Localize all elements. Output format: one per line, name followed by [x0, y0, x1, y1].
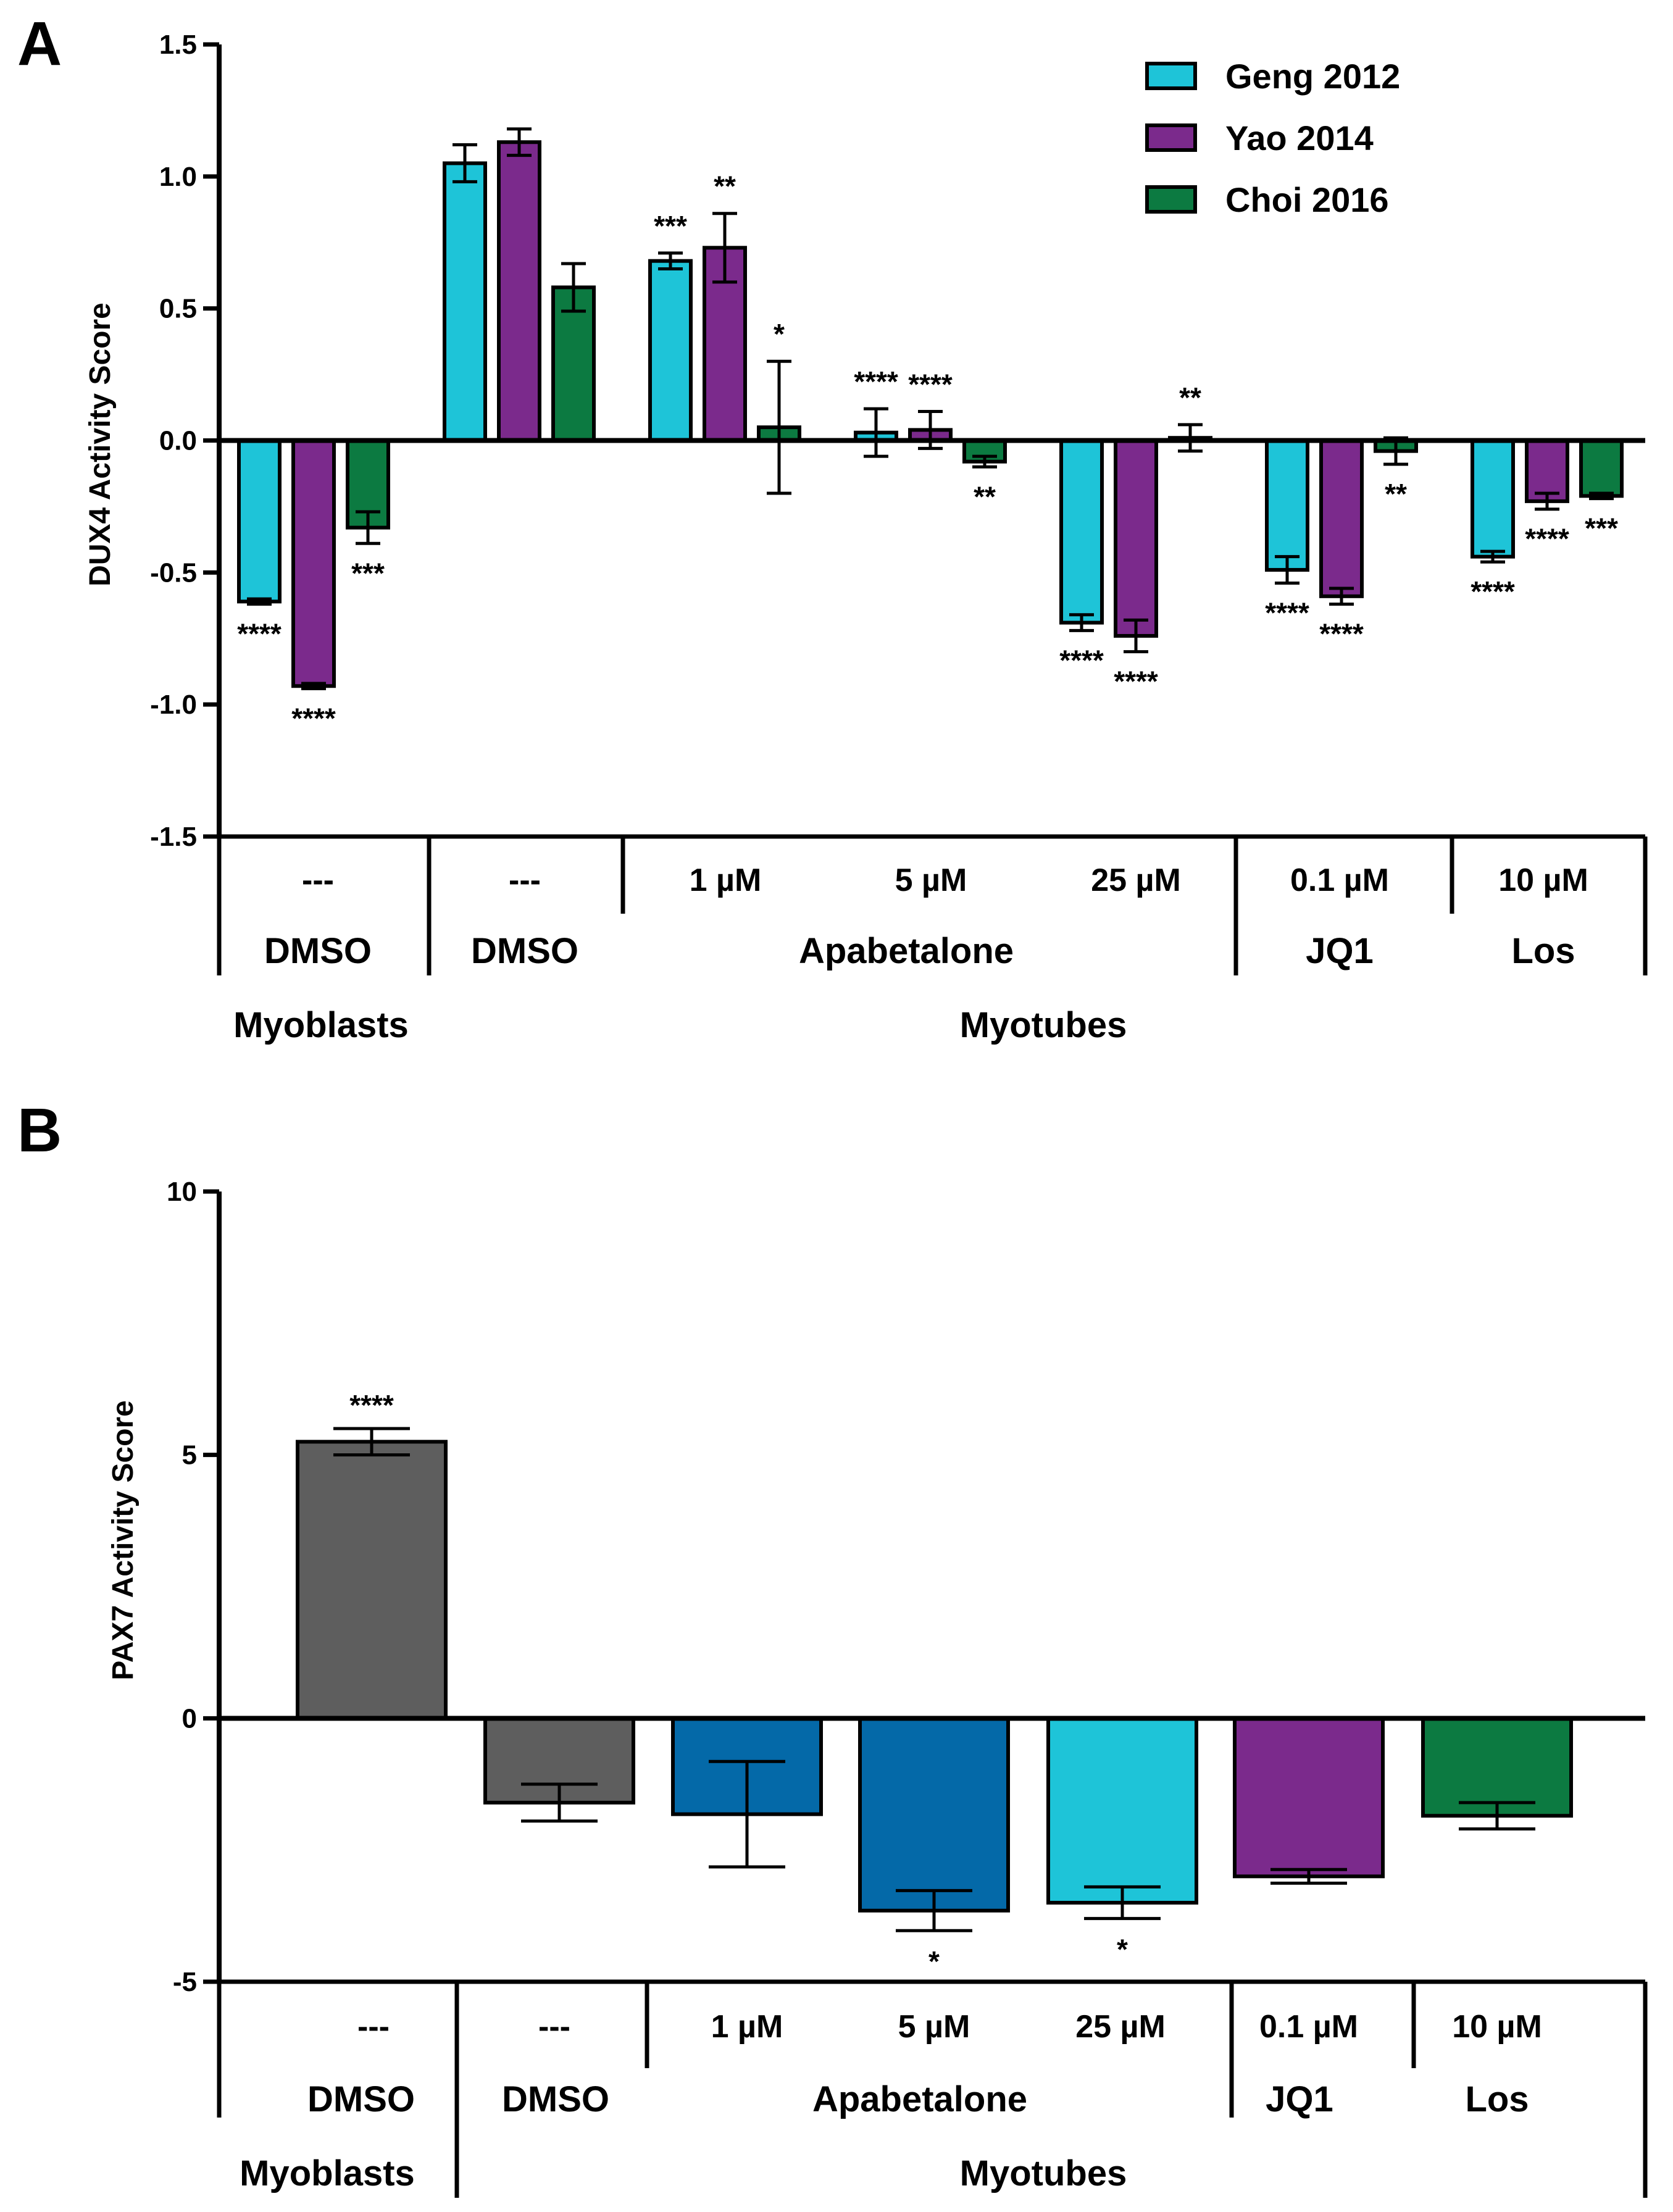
panel-a-legend: Geng 2012 Yao 2014 Choi 2016: [1145, 57, 1400, 219]
panel-a-significance-label: ***: [654, 210, 687, 242]
panel-a-y-tick-label: 0.0: [159, 426, 197, 456]
panel-a-bar: [1579, 438, 1624, 498]
panel-b-compound-label: DMSO: [502, 2079, 609, 2119]
panel-a-concentration-label: 10 µM: [1498, 862, 1588, 898]
panel-b-bar: [1046, 1716, 1198, 1905]
panel-b-bar: [296, 1440, 448, 1721]
panel-a-bar: [1059, 438, 1104, 625]
panel-b-significance-label: *: [1117, 1934, 1128, 1966]
panel-a-concentration-label: ---: [509, 862, 541, 898]
panel-b-concentration-label: ---: [538, 2009, 570, 2045]
panel-a-significance-label: ***: [1585, 512, 1618, 545]
panel-a-bar: [551, 285, 596, 443]
panel-a-y-tick-label: 1.5: [159, 30, 197, 60]
panel-a-concentration-label: 25 µM: [1091, 862, 1181, 898]
panel-b-y-tick-label: 0: [182, 1703, 197, 1734]
panel-a-significance-label: ****: [1525, 523, 1569, 555]
panel-b-cell-type-label: Myotubes: [960, 2153, 1127, 2193]
panel-b-category-labels: --- --- 1 µM 5 µM 25 µM 0.1 µM 10 µM DMSO DMSO Ap…: [217, 1979, 1648, 2198]
panel-a-y-axis-title: DUX4 Activity Score: [84, 303, 117, 586]
panel-a-compound-label: JQ1: [1306, 931, 1374, 971]
panel-a-significance-label: ****: [1265, 596, 1309, 628]
panel-a-concentration-label: 1 µM: [690, 862, 762, 898]
panel-a-significance-label: ****: [1114, 666, 1158, 698]
panel-b-concentration-label: 10 µM: [1452, 2009, 1542, 2045]
panel-a-compound-label: Los: [1511, 931, 1575, 971]
panel-a-significance-label: **: [714, 170, 736, 202]
panel-a-y-tick-label: 0.5: [159, 294, 197, 324]
panel-a-significance-label: ****: [908, 368, 953, 400]
panel-a-significance-label: ****: [237, 618, 282, 650]
panel-a-compound-label: Apabetalone: [799, 931, 1014, 971]
panel-b-compound-label: JQ1: [1266, 2079, 1333, 2119]
panel-a-significance-label: **: [1385, 478, 1407, 510]
panel-b-bars: ***** *: [296, 1389, 1573, 1977]
panel-b-significance-label: *: [928, 1945, 940, 1977]
panel-a-bar: [1114, 438, 1158, 638]
panel-a-bar: [1319, 438, 1364, 598]
panel-a-concentration-label: ---: [302, 862, 334, 898]
panel-a-significance-label: ****: [1471, 575, 1515, 607]
panel-a-y-tick-label: -0.5: [150, 557, 197, 588]
panel-b-y-tick-label: -5: [173, 1967, 197, 1997]
panel-a-concentration-label: 5 µM: [895, 862, 967, 898]
panel-a-bar: [443, 161, 487, 443]
panel-b-compound-label: Los: [1465, 2079, 1529, 2119]
panel-a-significance-label: ****: [1059, 644, 1104, 676]
panel-a-legend-label: Choi 2016: [1225, 180, 1389, 219]
panel-a-significance-label: ****: [1319, 618, 1364, 650]
panel-a-legend-label: Yao 2014: [1225, 119, 1374, 157]
panel-b-compound-label: Apabetalone: [812, 2079, 1027, 2119]
panel-b-concentration-label: 5 µM: [898, 2009, 970, 2045]
panel-a-y-tick-label: -1.5: [150, 822, 197, 852]
panel-a: A DUX4 Activity Score 1.5 1.0 0.5 0.0 -0.5 -1…: [17, 9, 1648, 1045]
panel-b-y-axis-title: PAX7 Activity Score: [107, 1400, 140, 1680]
panel-b-concentration-label: 25 µM: [1075, 2009, 1166, 2045]
panel-b-cell-type-label: Myoblasts: [240, 2153, 415, 2193]
panel-b-concentration-label: 0.1 µM: [1259, 2009, 1358, 2045]
panel-a-bar: [1265, 438, 1309, 572]
panel-a-bar: [237, 438, 282, 604]
panel-b-bar: [1233, 1716, 1385, 1879]
panel-b-y-tick-label: 10: [167, 1177, 197, 1207]
panel-a-significance-label: ****: [854, 365, 898, 398]
panel-a-bar: [291, 438, 336, 688]
panel-a-compound-label: DMSO: [264, 931, 372, 971]
panel-a-legend-swatch: [1145, 123, 1197, 152]
panel-a-y-axis: 1.5 1.0 0.5 0.0 -0.5 -1.0 -1.5: [150, 30, 222, 852]
panel-a-bar: [497, 140, 541, 443]
panel-a-category-labels: --- --- 1 µM 5 µM 25 µM 0.1 µM 10 µM DMSO DMSO Ap…: [217, 834, 1648, 1045]
panel-a-significance-label: **: [974, 480, 996, 512]
panel-a-cell-type-label: Myoblasts: [233, 1005, 409, 1045]
panel-b-y-tick-label: 5: [182, 1440, 197, 1471]
panel-a-compound-label: DMSO: [471, 931, 578, 971]
panel-b-concentration-label: ---: [357, 2009, 390, 2045]
panel-a-concentration-label: 0.1 µM: [1290, 862, 1389, 898]
panel-b-y-axis: 10 5 0 -5: [167, 1177, 222, 1997]
panel-a-significance-label: ****: [291, 703, 336, 735]
panel-a-cell-type-label: Myotubes: [960, 1005, 1127, 1045]
panel-a-significance-label: **: [1179, 382, 1201, 414]
panel-b-significance-label: ****: [349, 1389, 394, 1421]
panel-a-legend-swatch: [1145, 62, 1197, 90]
panel-a-y-tick-label: 1.0: [159, 162, 197, 192]
panel-a-significance-label: ***: [351, 557, 385, 589]
panel-b-bar: [858, 1716, 1010, 1913]
panel-a-y-tick-label: -1.0: [150, 690, 197, 720]
panel-b-compound-label: DMSO: [307, 2079, 415, 2119]
panel-a-letter: A: [17, 9, 62, 78]
panel-b-bar: [1421, 1716, 1573, 1818]
panel-a-bar: [648, 259, 693, 443]
panel-b-letter: B: [17, 1096, 62, 1165]
panel-a-legend-swatch: [1145, 185, 1197, 214]
panel-a-significance-label: *: [774, 318, 785, 350]
panel-a-bar: [1471, 438, 1515, 559]
panel-a-bars: ****************************************…: [237, 127, 1624, 735]
panel-b-concentration-label: 1 µM: [711, 2009, 783, 2045]
panel-a-legend-label: Geng 2012: [1225, 57, 1400, 96]
